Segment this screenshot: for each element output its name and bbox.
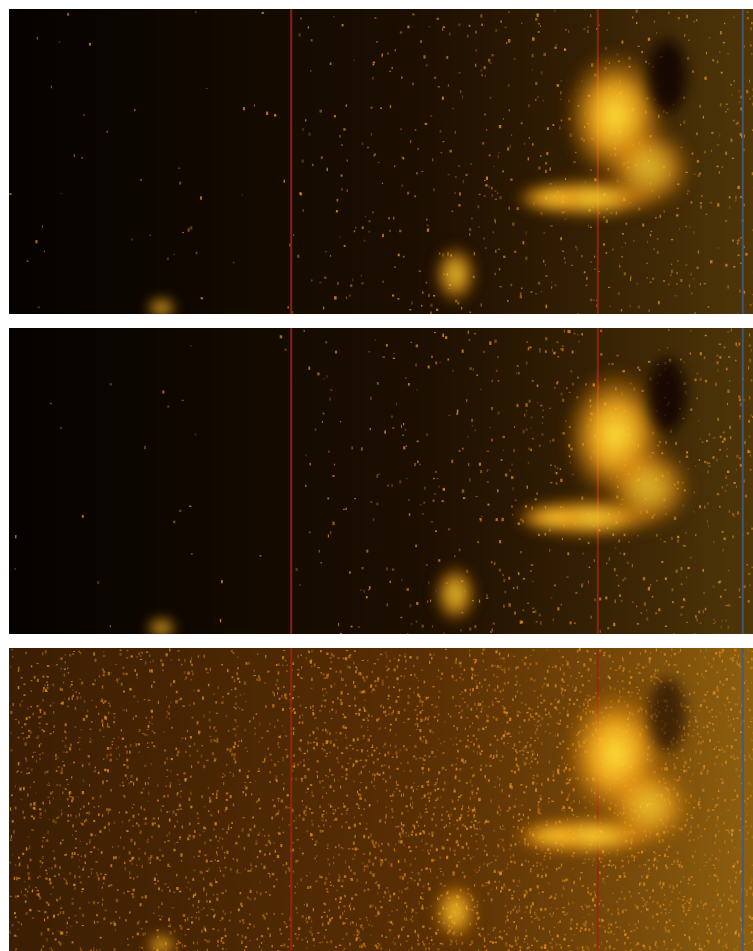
dark-void (648, 358, 687, 432)
image-panel-middle-canvas (9, 328, 753, 634)
bright-reflection-blobs (145, 48, 694, 314)
dark-void (648, 678, 687, 752)
image-panel-top-canvas (9, 9, 753, 314)
image-panel-middle (9, 328, 753, 634)
bright-reflection-blobs (145, 367, 694, 634)
image-panel-bottom-canvas (9, 648, 753, 951)
dark-void (648, 39, 687, 113)
image-panel-bottom (9, 648, 753, 951)
image-panel-top (9, 9, 753, 314)
bright-reflection-blobs (145, 687, 694, 951)
